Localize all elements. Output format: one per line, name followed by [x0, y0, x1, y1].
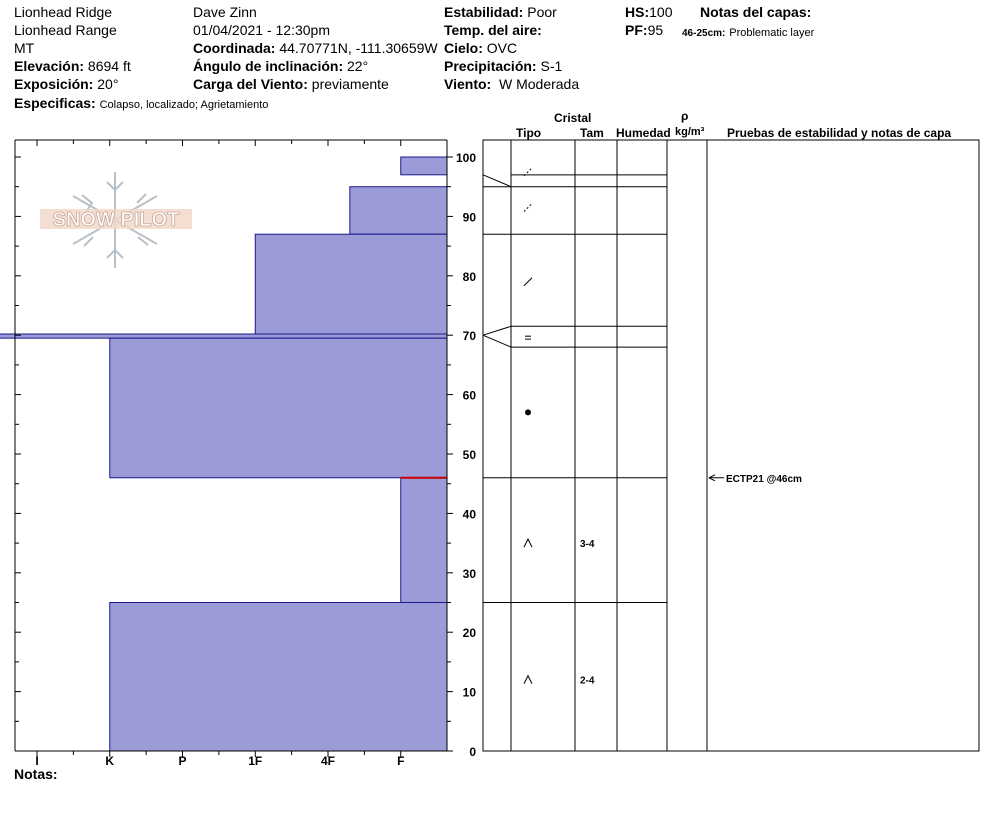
exposure-value: 20° — [97, 76, 119, 92]
depth-tick-label: 60 — [463, 389, 477, 403]
layer-table-frame — [482, 139, 980, 752]
hs-label: HS: — [625, 4, 650, 20]
slope-value: 22° — [347, 58, 369, 74]
layer-notes-label: Notas del capas: — [700, 4, 812, 20]
crystal-size-label: 3-4 — [580, 539, 595, 550]
stability-value: Poor — [527, 4, 557, 20]
range-name: Lionhead Range — [14, 22, 117, 38]
hardness-tick-label: 1F — [248, 754, 262, 768]
depth-tick-label: 90 — [463, 210, 477, 224]
exposure: Exposición: 20° — [14, 76, 118, 92]
wind-label: Viento: — [444, 76, 492, 92]
air-temp-label: Temp. del aire: — [444, 22, 542, 38]
hardness-tick-label: 4F — [321, 754, 335, 768]
depth-tick-label: 100 — [456, 151, 476, 165]
hardness-layer — [109, 602, 448, 752]
elevation: Elevación: 8694 ft — [14, 58, 131, 74]
crystal-size-label: 2-4 — [580, 676, 595, 687]
elevation-label: Elevación: — [14, 58, 85, 74]
slope-label: Ángulo de inclinación: — [193, 58, 344, 74]
wind-load-value: previamente — [311, 76, 389, 92]
specifics-label: Especificas: — [14, 95, 96, 111]
snow-height: HS:100 — [625, 4, 672, 20]
hardness-layer — [400, 477, 448, 604]
layer-connector-line — [482, 174, 512, 188]
hardness-tick-label: P — [178, 754, 186, 768]
moisture-header: Humedad — [616, 126, 671, 140]
wind-loading: Carga del Viento: previamente — [193, 76, 389, 92]
specifics: Especificas: Colapso, localizado; Agriet… — [14, 95, 268, 113]
depth-tick-label: 30 — [463, 567, 477, 581]
layer-connector-line — [482, 325, 512, 336]
type-header: Tipo — [516, 126, 542, 140]
coord-value: 44.70771N, -111.30659W — [279, 40, 438, 56]
hs-value: 100 — [649, 4, 673, 20]
depth-tick-label: 0 — [469, 745, 476, 759]
precipitation: Precipitación: S-1 — [444, 58, 562, 74]
crystal-decomposing-symbol — [523, 167, 533, 177]
sky-value: OVC — [486, 40, 518, 56]
depth-tick-label: 50 — [463, 448, 477, 462]
depth-tick-label: 80 — [463, 270, 477, 284]
wind: Viento: W Moderada — [444, 76, 579, 92]
depth-tick-label: 70 — [463, 329, 477, 343]
logo-text: SNOW PILOT — [53, 209, 180, 231]
test-pointer-arrow — [708, 474, 716, 482]
observation-datetime: 01/04/2021 - 12:30pm — [193, 22, 330, 38]
stability-test-label: ECTP21 @46cm — [726, 474, 802, 485]
hardness-layer — [109, 337, 448, 479]
depth-tick-label: 40 — [463, 507, 477, 521]
depth-tick-label: 20 — [463, 626, 477, 640]
layer-note: 46-25cm: Problematic layer — [682, 23, 814, 42]
crystal-precip-symbol — [523, 277, 533, 287]
layer-connector-line — [482, 334, 512, 348]
coord-label: Coordinada: — [193, 40, 276, 56]
hardness-layer — [349, 186, 448, 235]
state-name: MT — [14, 40, 35, 56]
layer-note-text: Problematic layer — [729, 27, 815, 39]
precip-value: S-1 — [540, 58, 563, 74]
tests-header: Pruebas de estabilidad y notas de capa — [727, 126, 952, 140]
air-temp: Temp. del aire: — [444, 22, 542, 38]
crystal-rounded-symbol — [525, 409, 531, 416]
hardness-layer — [400, 156, 448, 176]
rho-header: ρ — [681, 109, 689, 123]
crystal-header: Cristal — [554, 111, 592, 125]
wind-load-label: Carga del Viento: — [193, 76, 308, 92]
exposure-label: Exposición: — [14, 76, 94, 92]
sky: Cielo: OVC — [444, 40, 517, 56]
crystal-decomposing-symbol — [523, 203, 533, 212]
hardness-tick-label: K — [105, 754, 114, 768]
pf-label: PF: — [625, 22, 648, 38]
precip-label: Precipitación: — [444, 58, 537, 74]
crystal-depth-hoar-symbol — [523, 674, 533, 684]
snowpilot-logo: SNOW PILOT — [40, 172, 192, 268]
specifics-value: Colapso, localizado; Agrietamiento — [99, 99, 269, 111]
stability-label: Estabilidad: — [444, 4, 524, 20]
notes-label: Notas: — [14, 766, 58, 782]
depth-tick-label: 10 — [463, 686, 477, 700]
observer-name: Dave Zinn — [193, 4, 257, 20]
pf-value: 95 — [647, 22, 664, 38]
stability: Estabilidad: Poor — [444, 4, 557, 20]
size-header: Tam — [580, 126, 604, 140]
elevation-value: 8694 ft — [87, 58, 131, 74]
crystal-depth-hoar-symbol — [523, 537, 533, 548]
coordinates: Coordinada: 44.70771N, -111.30659W — [193, 40, 438, 56]
layer-note-depth: 46-25cm: — [682, 28, 726, 39]
hardness-layer — [0, 333, 448, 339]
wind-value: W Moderada — [498, 76, 580, 92]
hardness-tick-label: I — [35, 754, 38, 768]
density-unit-header: kg/m³ — [675, 126, 705, 138]
sky-label: Cielo: — [444, 40, 483, 56]
hardness-layer — [254, 233, 448, 336]
hardness-tick-label: F — [397, 754, 404, 768]
location-name: Lionhead Ridge — [14, 4, 113, 20]
penetration-foot: PF:95 — [625, 22, 663, 38]
slope-angle: Ángulo de inclinación: 22° — [193, 58, 368, 74]
